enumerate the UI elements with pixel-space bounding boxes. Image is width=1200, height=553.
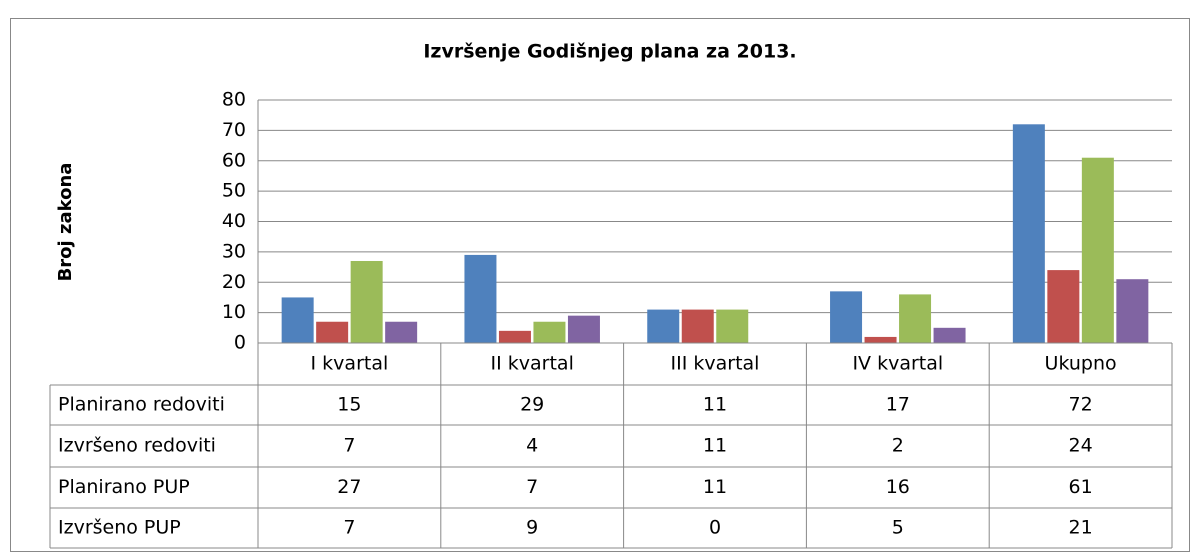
bar: [1012, 124, 1045, 343]
x-tick-label: III kvartal: [671, 353, 760, 375]
table-row-header: Izvršeno redoviti: [58, 435, 216, 457]
bar: [899, 294, 932, 343]
table-row-header: Planirano redoviti: [58, 394, 225, 416]
table-cell: 24: [1069, 435, 1093, 457]
table-cell: 72: [1069, 394, 1093, 416]
table-cell: 61: [1069, 476, 1093, 498]
x-tick-label: I kvartal: [311, 353, 389, 375]
y-tick-label: 60: [222, 149, 246, 171]
bar: [681, 309, 714, 343]
bar: [830, 291, 863, 343]
table-cell: 11: [703, 435, 727, 457]
table-cell: 17: [886, 394, 910, 416]
bar: [385, 321, 418, 343]
y-tick-label: 40: [222, 210, 246, 232]
table-cell: 5: [892, 517, 904, 539]
x-tick-label: IV kvartal: [852, 353, 943, 375]
table-cell: 7: [526, 476, 538, 498]
bar: [1081, 157, 1114, 343]
y-tick-label: 50: [222, 180, 246, 202]
y-axis-label: Broj zakona: [55, 163, 76, 282]
table-cell: 4: [526, 435, 538, 457]
chart-frame: [10, 18, 1190, 552]
table-cell: 21: [1069, 517, 1093, 539]
y-tick-label: 0: [234, 332, 246, 354]
bar: [647, 309, 680, 343]
y-tick-label: 70: [222, 119, 246, 141]
table-row-header: Izvršeno PUP: [58, 517, 181, 539]
table-cell: 7: [343, 517, 355, 539]
bar: [533, 321, 566, 343]
bar: [464, 254, 497, 343]
y-tick-label: 10: [222, 301, 246, 323]
y-tick-label: 20: [222, 271, 246, 293]
bar: [716, 309, 749, 343]
table-row-header: Planirano PUP: [58, 476, 190, 498]
bar: [1047, 270, 1080, 343]
table-cell: 7: [343, 435, 355, 457]
table-cell: 0: [709, 517, 721, 539]
table-cell: 27: [337, 476, 361, 498]
bar: [498, 330, 531, 343]
x-tick-label: II kvartal: [491, 353, 574, 375]
table-cell: 16: [886, 476, 910, 498]
bar: [281, 297, 314, 343]
table-cell: 9: [526, 517, 538, 539]
bar: [933, 327, 966, 343]
x-tick-label: Ukupno: [1045, 353, 1117, 375]
y-tick-label: 80: [222, 89, 246, 111]
table-cell: 29: [520, 394, 544, 416]
bar: [350, 260, 383, 343]
table-cell: 11: [703, 394, 727, 416]
bar: [316, 321, 349, 343]
table-cell: 11: [703, 476, 727, 498]
bar: [1116, 279, 1149, 343]
bar: [864, 336, 897, 343]
chart-title: Izvršenje Godišnjeg plana za 2013.: [423, 41, 796, 63]
table-cell: 15: [337, 394, 361, 416]
y-tick-label: 30: [222, 240, 246, 262]
bar: [567, 315, 600, 343]
table-cell: 2: [892, 435, 904, 457]
